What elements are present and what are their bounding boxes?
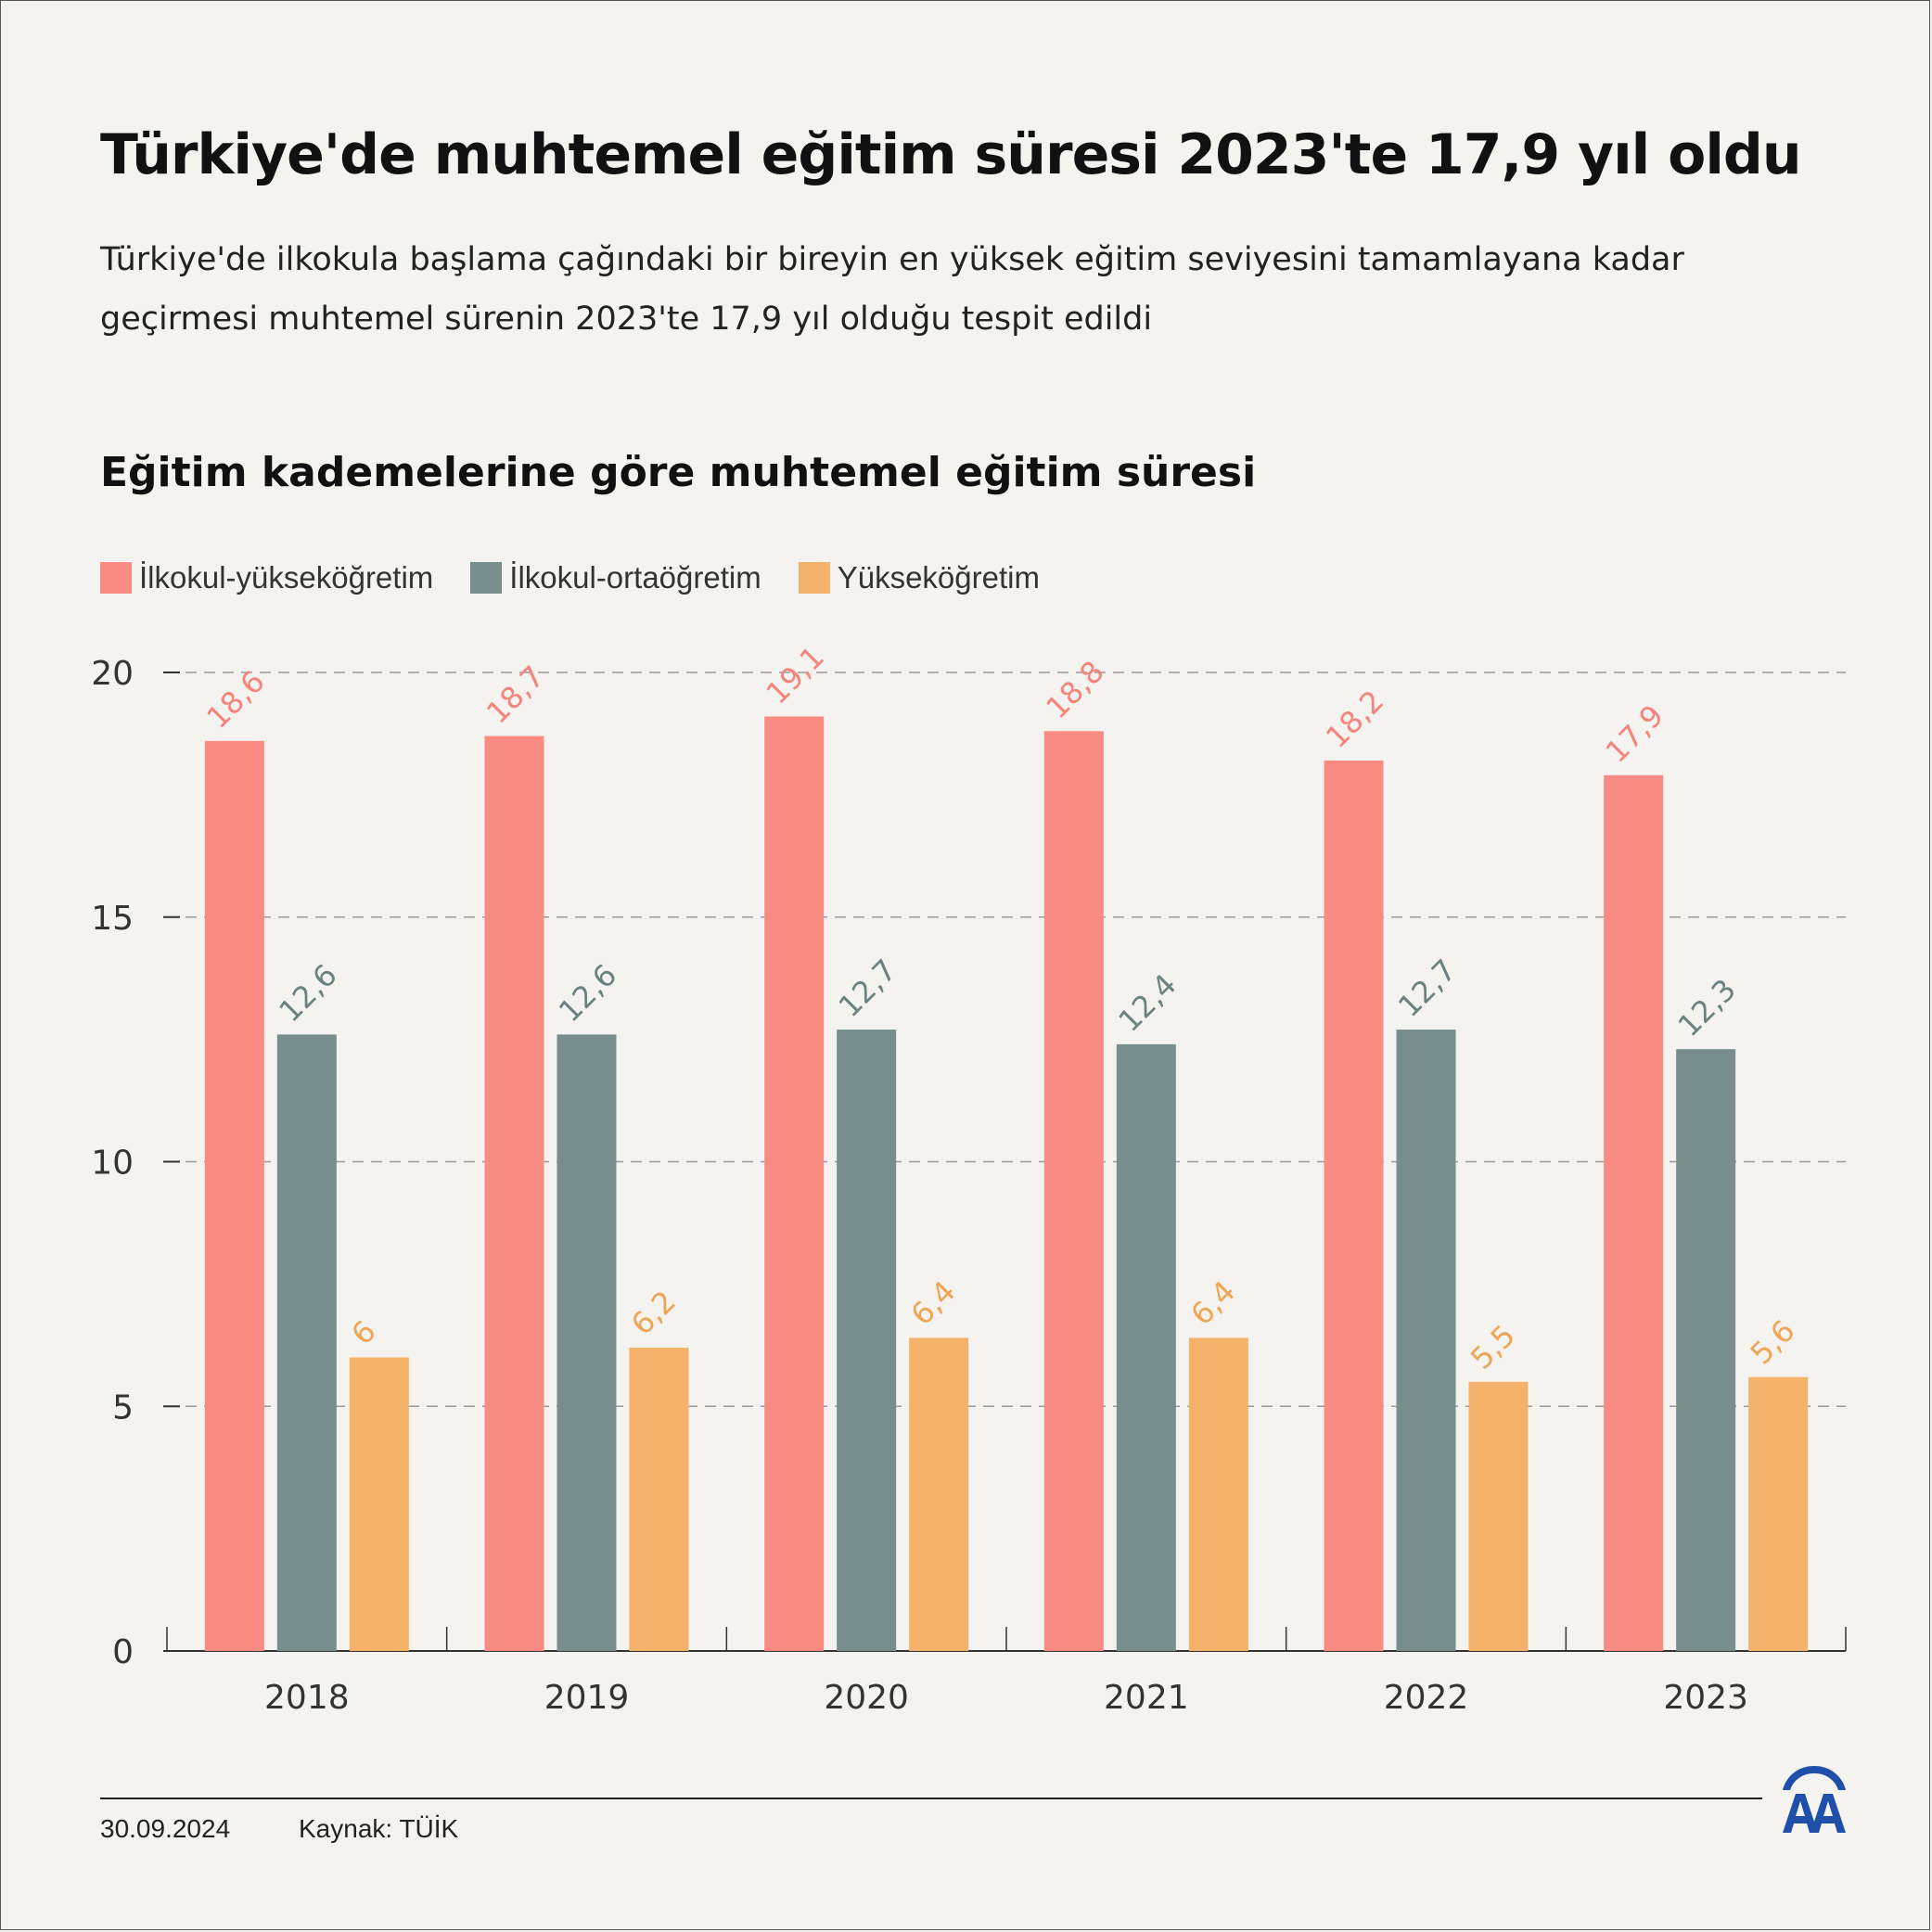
legend-item-ilkokul-ortaogretim: İlkokul-ortaöğretim	[470, 560, 761, 595]
bar	[1116, 1043, 1176, 1651]
footer-date: 30.09.2024	[100, 1814, 231, 1843]
bar	[1468, 1381, 1529, 1651]
data-label: 17,9	[1599, 697, 1670, 769]
footer-source: Kaynak: TÜİK	[299, 1814, 459, 1843]
bar-chart: 0 5 10 15 20 18,6 12,6 6 2018 18,7 12,6 6,2 2019 19,1…	[91, 639, 1847, 1717]
legend-swatch	[798, 562, 830, 594]
data-label: 18,7	[480, 659, 551, 730]
data-label: 18,2	[1319, 684, 1390, 755]
bar	[764, 716, 825, 1651]
x-tick-label: 2023	[1663, 1679, 1748, 1717]
x-tick-label: 2018	[264, 1679, 350, 1717]
data-label: 12,7	[1391, 953, 1463, 1024]
legend-label: Yükseköğretim	[837, 560, 1040, 595]
bar	[1748, 1376, 1809, 1651]
bar	[1324, 760, 1384, 1651]
bar	[1604, 774, 1664, 1651]
page-title: Türkiye'de muhtemel eğitim süresi 2023't…	[100, 122, 1802, 187]
y-tick-label: 20	[91, 655, 134, 693]
x-tick-label: 2022	[1384, 1679, 1469, 1717]
bar	[349, 1357, 409, 1651]
data-label: 5,6	[1744, 1313, 1802, 1372]
data-label: 6,4	[904, 1273, 963, 1332]
chart-title: Eğitim kademelerine göre muhtemel eğitim…	[100, 449, 1257, 496]
bar	[1676, 1049, 1736, 1651]
x-tick-label: 2021	[1104, 1679, 1189, 1717]
data-label: 5,5	[1464, 1318, 1522, 1376]
x-tick-label: 2020	[824, 1679, 909, 1717]
page-subtitle: Türkiye'de ilkokula başlama çağındaki bi…	[100, 241, 1684, 338]
data-label: 6,4	[1184, 1273, 1242, 1332]
y-tick-label: 5	[112, 1388, 134, 1427]
data-label: 12,7	[832, 953, 903, 1024]
aa-logo-icon	[1783, 1765, 1846, 1833]
data-label: 12,6	[272, 957, 343, 1029]
legend-label: İlkokul-yükseköğretim	[139, 560, 434, 595]
bar	[909, 1337, 969, 1651]
data-label: 6,2	[624, 1284, 683, 1342]
bar	[1188, 1337, 1248, 1651]
legend-swatch	[470, 562, 503, 594]
legend-item-yuksekogretim: Yükseköğretim	[798, 560, 1040, 595]
legend-label: İlkokul-ortaöğretim	[509, 560, 761, 595]
bar	[837, 1030, 897, 1651]
bar	[1043, 731, 1104, 1651]
data-label: 18,8	[1039, 654, 1110, 725]
bar	[276, 1034, 337, 1651]
legend-item-ilkokul-yuksekogretim: İlkokul-yükseköğretim	[100, 560, 433, 595]
legend-swatch	[100, 562, 132, 594]
bar	[1396, 1030, 1456, 1651]
data-label: 6	[344, 1313, 382, 1351]
data-label: 19,1	[760, 639, 831, 710]
bar	[629, 1347, 689, 1651]
data-label: 18,6	[199, 663, 271, 735]
bar	[204, 740, 264, 1651]
bar	[557, 1034, 617, 1651]
footer-divider	[100, 1798, 1762, 1799]
chart-legend: İlkokul-yükseköğretim İlkokul-ortaöğreti…	[100, 560, 1077, 595]
data-label: 12,6	[552, 957, 623, 1029]
bar	[484, 736, 544, 1651]
y-tick-label: 15	[91, 900, 134, 938]
y-tick-label: 0	[112, 1633, 134, 1671]
y-tick-label: 10	[91, 1145, 134, 1183]
data-label: 12,4	[1111, 967, 1183, 1039]
data-label: 12,3	[1671, 972, 1743, 1043]
x-tick-label: 2019	[544, 1679, 630, 1717]
